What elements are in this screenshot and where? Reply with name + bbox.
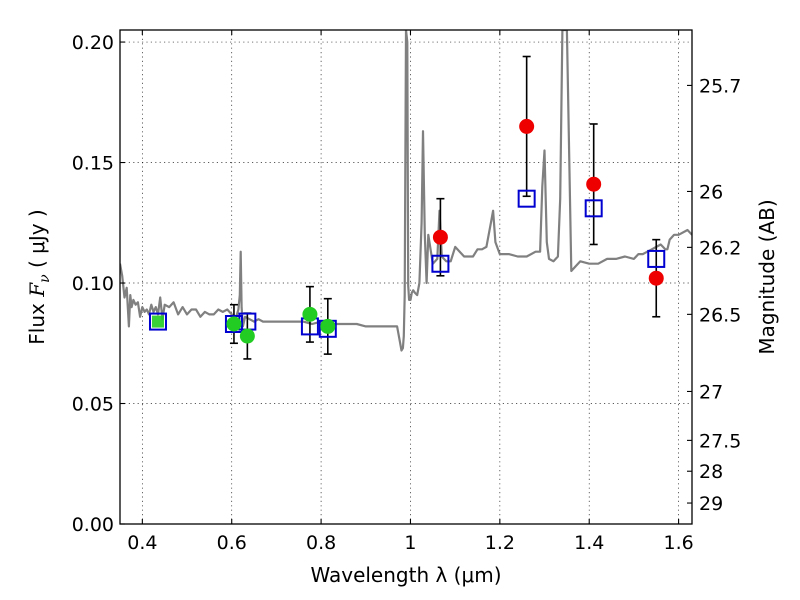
y-axis-label-symbol: F: [25, 282, 49, 298]
y2-tick-label: 27: [699, 381, 723, 403]
observed-point: [239, 328, 255, 344]
plot-area: [120, 30, 692, 360]
x-tick-label: 1.4: [574, 532, 604, 554]
x-tick-label: 1.6: [663, 532, 693, 554]
observed-point: [519, 118, 535, 134]
plot-frame: [119, 29, 693, 525]
observed-point: [648, 270, 664, 286]
y2-tick-label: 26.5: [699, 304, 741, 326]
model-photometry: [148, 189, 666, 338]
model-square: [224, 314, 243, 333]
sed-model-spectrum: [120, 30, 692, 352]
model-square: [517, 189, 536, 208]
observed-point: [151, 315, 164, 328]
y2-axis-label: Magnitude (AB): [755, 199, 779, 354]
x-tick-label: 0.4: [127, 532, 157, 554]
observed-point: [226, 316, 242, 332]
x-axis: 0.4 0.6 0.8 1 1.2 1.4 1.6: [127, 30, 694, 554]
model-square: [647, 249, 666, 268]
observed-photometry: [151, 118, 664, 344]
y-axis-label: Flux Fν ( μJy ): [25, 209, 53, 344]
y-axis-label-suffix: ( μJy ): [25, 209, 49, 274]
y2-tick-label: 29: [699, 493, 723, 515]
y-axis: 0.00 0.05 0.10 0.15 0.20: [72, 32, 125, 536]
model-square: [148, 312, 167, 331]
y-axis-label-subscript: ν: [37, 274, 53, 283]
x-tick-label: 1.2: [485, 532, 515, 554]
observed-point: [302, 306, 318, 322]
y-tick-label: 0.00: [72, 514, 114, 536]
model-square: [584, 199, 603, 218]
x-tick-label: 0.6: [217, 532, 247, 554]
y-tick-label: 0.15: [72, 153, 114, 175]
y2-tick-label: 28: [699, 461, 723, 483]
x-tick-label: 0.8: [306, 532, 336, 554]
y2-axis: 25.7 26 26.2 26.5 27 27.5 28 29: [687, 75, 741, 515]
y-tick-label: 0.20: [72, 32, 114, 54]
error-bars: [229, 55, 661, 360]
y2-tick-label: 25.7: [699, 75, 741, 97]
observed-point: [320, 318, 336, 334]
y2-tick-label: 27.5: [699, 430, 741, 452]
observed-point: [432, 229, 448, 245]
y2-tick-label: 26.2: [699, 237, 741, 259]
x-axis-label: Wavelength λ (μm): [310, 563, 501, 587]
y2-tick-label: 26: [699, 181, 723, 203]
x-tick-label: 1: [404, 532, 416, 554]
y-axis-label-prefix: Flux: [25, 297, 49, 345]
y-tick-label: 0.05: [72, 394, 114, 416]
observed-point: [586, 176, 602, 192]
y-tick-label: 0.10: [72, 273, 114, 295]
model-square: [431, 254, 450, 273]
